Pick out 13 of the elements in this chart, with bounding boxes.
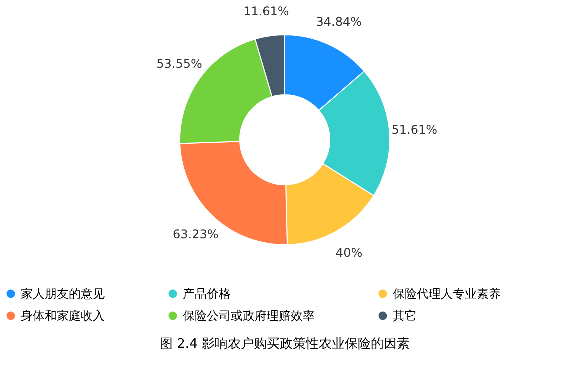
data-label: 11.61%: [244, 4, 290, 18]
data-label: 51.61%: [392, 123, 438, 138]
legend-label: 身体和家庭收入: [21, 309, 105, 323]
data-label: 63.23%: [172, 228, 219, 242]
caption: 图 2.4 影响农户购买政策性农业保险的因素: [160, 337, 410, 352]
legend-label: 产品价格: [183, 287, 231, 301]
data-label: 34.84%: [316, 14, 362, 29]
data-label: 40%: [336, 246, 363, 260]
legend-label: 其它: [393, 309, 417, 323]
legend-label: 保险代理人专业素养: [393, 287, 501, 301]
data-label: 53.55%: [156, 57, 202, 71]
legend-label: 保险公司或政府理赔效率: [183, 309, 315, 323]
legend-label: 家人朋友的意见: [21, 287, 105, 301]
